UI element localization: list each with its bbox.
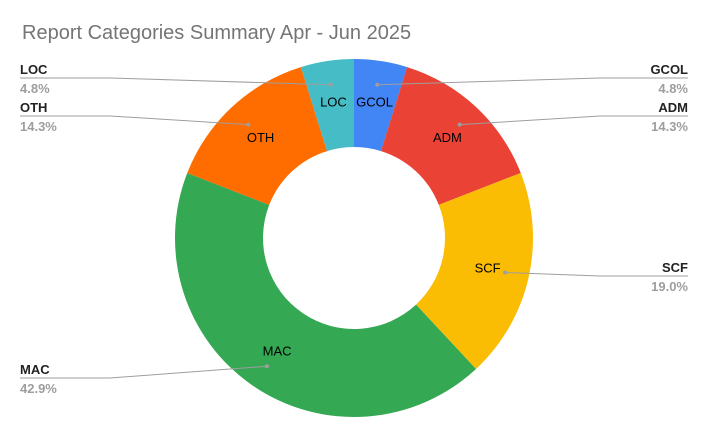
callout-label-loc: LOC (20, 62, 48, 77)
slice-gcol (354, 59, 408, 152)
callout-dot-scf (503, 270, 508, 275)
slice-mac (175, 172, 477, 418)
callout-percent-gcol: 4.8% (658, 81, 688, 96)
callout-dot-oth (246, 122, 251, 127)
slice-label-gcol: GCOL (356, 95, 393, 110)
callout-label-gcol: GCOL (650, 62, 688, 77)
callout-line-loc (20, 77, 331, 86)
slice-label-scf: SCF (475, 260, 501, 275)
callout-dot-mac (264, 364, 269, 369)
callout-label-scf: SCF (662, 260, 688, 275)
chart-title: Report Categories Summary Apr - Jun 2025 (22, 22, 412, 44)
callout-percent-loc: 4.8% (20, 81, 50, 96)
callout-line-mac (20, 365, 267, 379)
callout-label-oth: OTH (20, 100, 47, 115)
slice-adm (381, 67, 521, 205)
callout-dot-loc (328, 82, 333, 87)
callout-percent-adm: 14.3% (651, 119, 688, 134)
slice-label-loc: LOC (320, 95, 347, 110)
slice-label-oth: OTH (247, 130, 274, 145)
callout-percent-oth: 14.3% (20, 119, 57, 134)
slice-label-mac: MAC (263, 343, 292, 358)
callout-dot-gcol (375, 82, 380, 87)
callout-label-adm: ADM (658, 100, 688, 115)
callout-line-gcol (377, 77, 688, 86)
callout-label-mac: MAC (20, 362, 50, 377)
slice-oth (187, 67, 327, 205)
slice-label-adm: ADM (433, 130, 462, 145)
callout-line-oth (20, 115, 249, 126)
callout-line-adm (459, 115, 688, 126)
slice-loc (300, 59, 354, 152)
slice-scf (416, 172, 533, 369)
callout-percent-scf: 19.0% (651, 279, 688, 294)
callout-dot-adm (457, 122, 462, 127)
callout-percent-mac: 42.9% (20, 381, 57, 396)
callout-line-scf (505, 271, 688, 277)
